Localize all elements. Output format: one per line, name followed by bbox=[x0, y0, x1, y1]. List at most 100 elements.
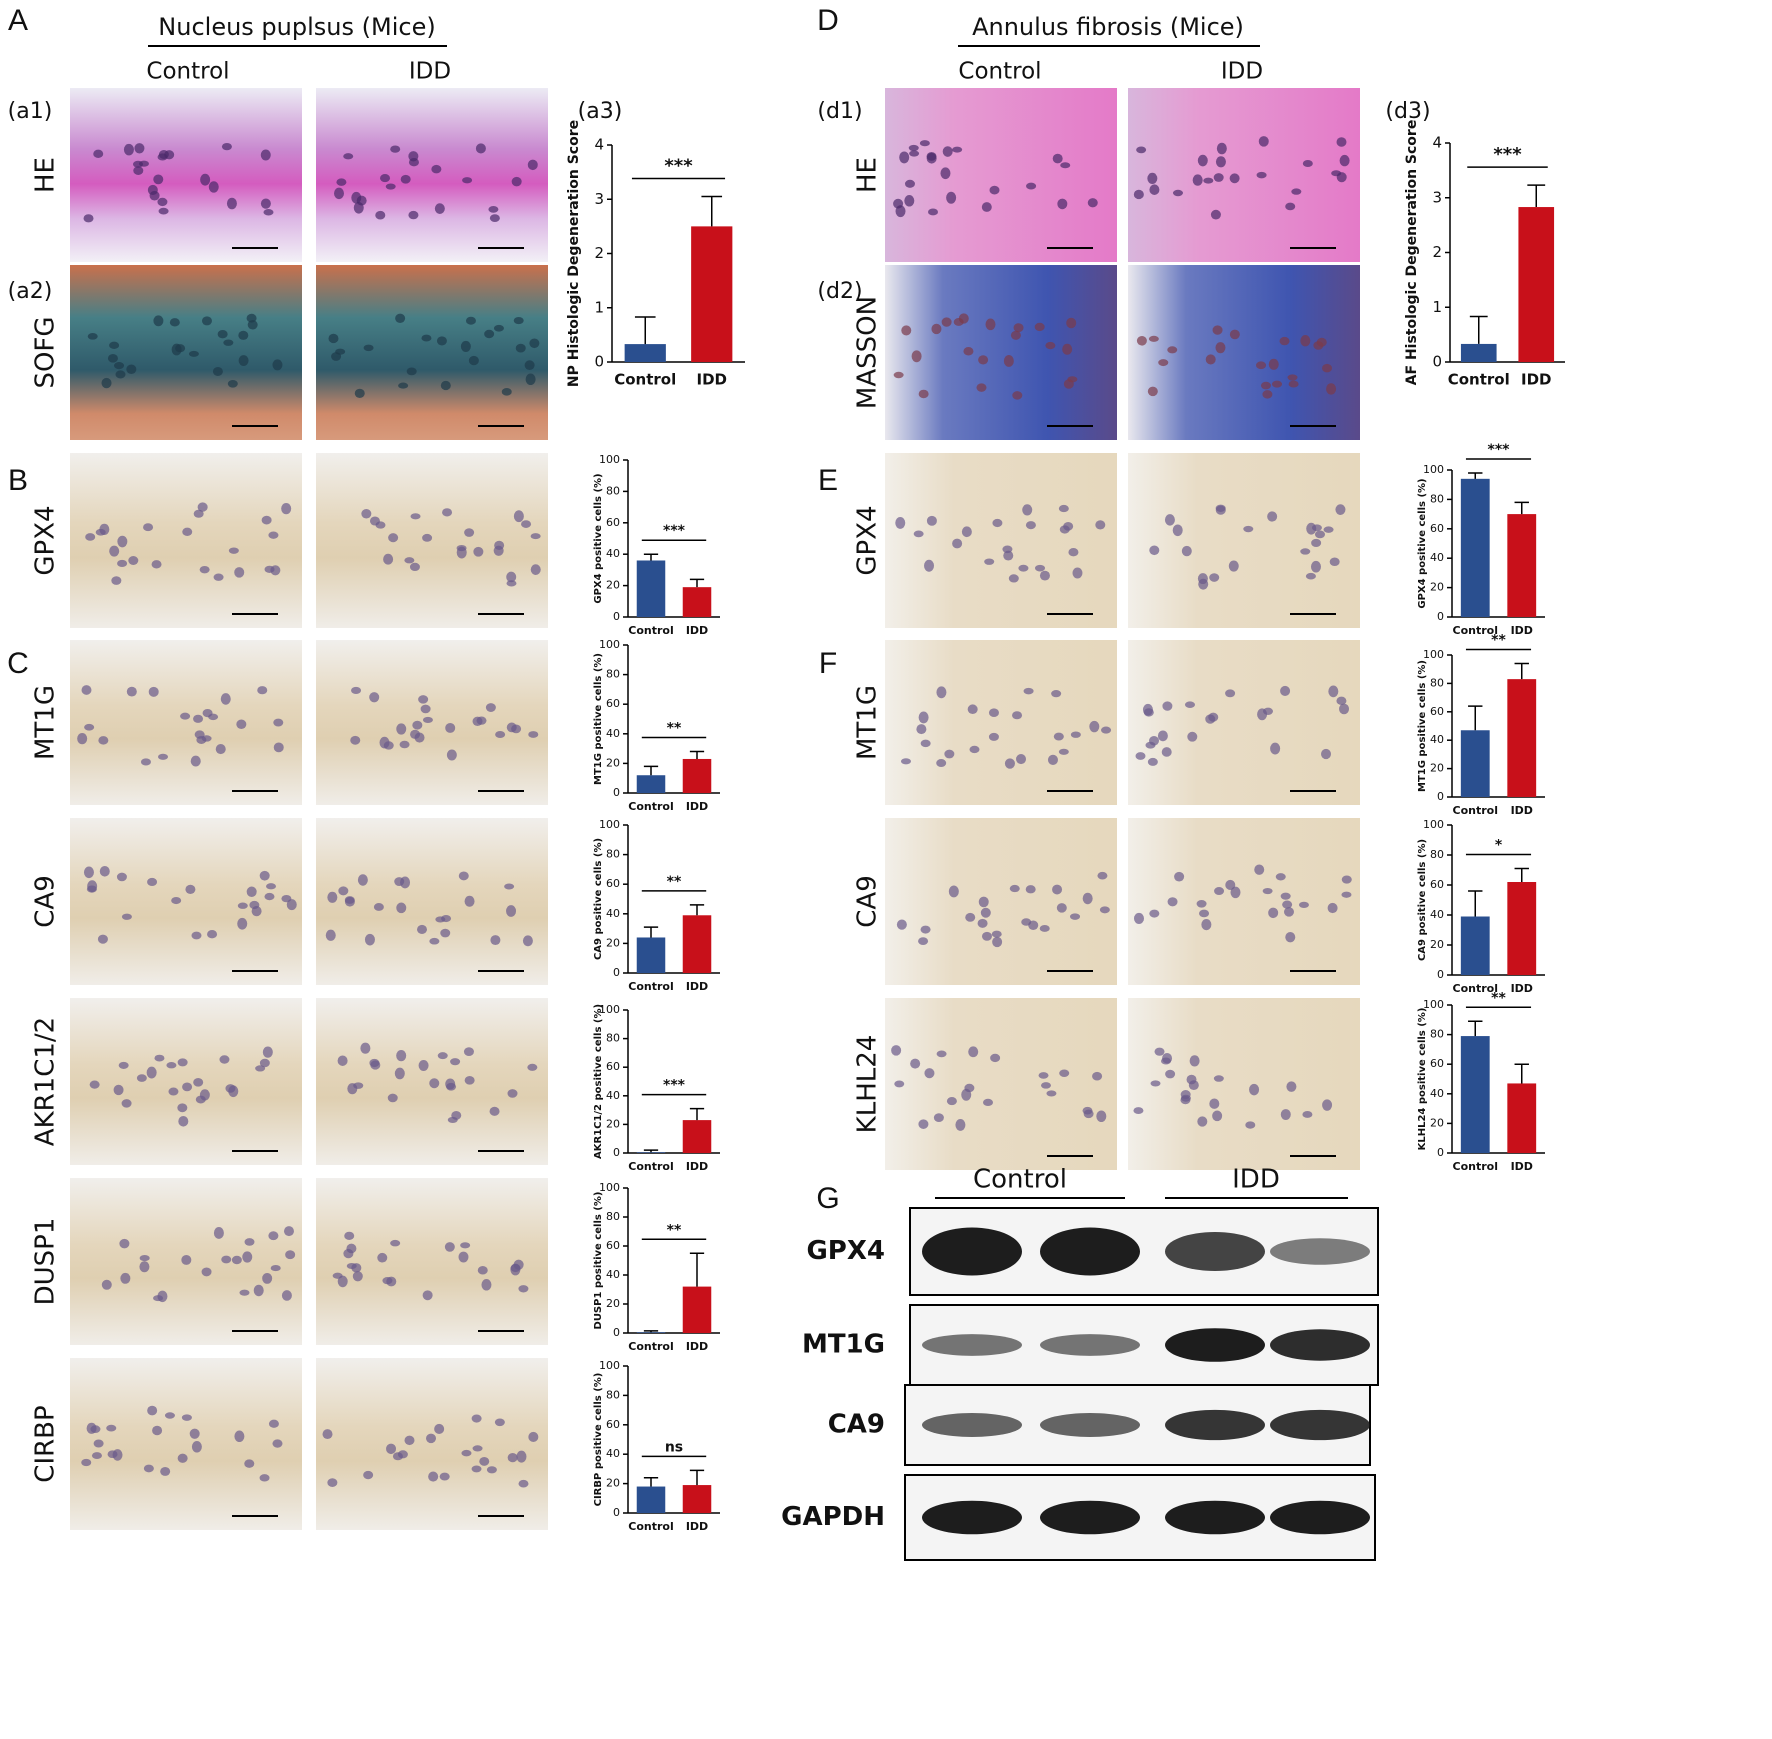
cell-nucleus bbox=[893, 371, 904, 379]
cell-nucleus bbox=[253, 1284, 264, 1297]
y-tick-label: 0 bbox=[1437, 790, 1444, 803]
y-tick-label: 100 bbox=[599, 1359, 620, 1372]
cell-nucleus bbox=[1189, 1055, 1200, 1067]
cell-nucleus bbox=[434, 1423, 445, 1435]
cell-nucleus bbox=[961, 1088, 972, 1101]
bar bbox=[682, 587, 712, 617]
error-bar bbox=[689, 1469, 705, 1486]
cell-nucleus bbox=[428, 1471, 439, 1482]
blot-label: CA9 bbox=[828, 1410, 885, 1440]
cell-nucleus bbox=[1267, 511, 1278, 522]
cell-nucleus bbox=[980, 907, 991, 918]
cell-nucleus bbox=[236, 719, 247, 730]
cell-nucleus bbox=[1133, 1107, 1144, 1114]
cell-nucleus bbox=[530, 564, 541, 575]
cell-nucleus bbox=[952, 538, 963, 549]
cell-nucleus bbox=[231, 1255, 242, 1265]
significance-label: ** bbox=[1491, 990, 1506, 1006]
cell-nucleus bbox=[373, 903, 384, 911]
cell-nucleus bbox=[953, 318, 964, 326]
cell-nucleus bbox=[1230, 886, 1241, 899]
micrograph bbox=[1128, 88, 1360, 262]
cell-nucleus bbox=[501, 388, 512, 396]
cell-nucleus bbox=[493, 324, 504, 332]
y-axis-label: CA9 positive cells (%) bbox=[1417, 839, 1428, 961]
cell-nucleus bbox=[1165, 1069, 1176, 1079]
cell-nucleus bbox=[1184, 701, 1195, 709]
cell-nucleus bbox=[481, 1279, 492, 1291]
cell-nucleus bbox=[208, 181, 219, 193]
y-tick-label: 40 bbox=[606, 907, 620, 920]
cell-nucleus bbox=[456, 545, 467, 552]
cell-nucleus bbox=[511, 724, 522, 734]
cell-nucleus bbox=[1201, 919, 1212, 931]
cell-nucleus bbox=[488, 205, 499, 213]
cell-nucleus bbox=[1254, 864, 1265, 875]
cell-nucleus bbox=[322, 1429, 333, 1440]
cell-nucleus bbox=[440, 380, 451, 391]
cell-nucleus bbox=[418, 695, 429, 704]
cell-nucleus bbox=[1167, 346, 1178, 354]
cell-nucleus bbox=[1306, 522, 1317, 535]
cell-nucleus bbox=[891, 1045, 902, 1056]
cell-nucleus bbox=[1172, 189, 1183, 197]
error-bar bbox=[1468, 1020, 1483, 1037]
cell-nucleus bbox=[369, 692, 380, 703]
cell-nucleus bbox=[1133, 912, 1144, 925]
cell-nucleus bbox=[1136, 336, 1147, 346]
cell-nucleus bbox=[154, 1054, 165, 1062]
cell-nucleus bbox=[101, 377, 112, 389]
cell-nucleus bbox=[81, 1458, 92, 1467]
cell-nucleus bbox=[920, 739, 931, 748]
cell-nucleus bbox=[1149, 545, 1160, 556]
cell-nucleus bbox=[1285, 932, 1296, 943]
cell-nucleus bbox=[121, 913, 132, 920]
cell-nucleus bbox=[1150, 1080, 1161, 1087]
micrograph bbox=[316, 1178, 548, 1345]
cell-nucleus bbox=[1262, 707, 1273, 715]
error-bar bbox=[689, 1107, 705, 1121]
cell-nucleus bbox=[262, 1272, 273, 1284]
cell-nucleus bbox=[177, 1103, 188, 1113]
cell-nucleus bbox=[1038, 1072, 1049, 1079]
blot-band bbox=[1270, 1409, 1370, 1441]
cell-nucleus bbox=[396, 723, 407, 735]
bar bbox=[1460, 1036, 1490, 1153]
cell-nucleus bbox=[1212, 1110, 1223, 1122]
y-axis-label: AF Histologic Degeneration Score bbox=[1404, 120, 1420, 386]
y-tick-label: 100 bbox=[599, 453, 620, 466]
cell-nucleus bbox=[107, 354, 118, 363]
cell-nucleus bbox=[931, 323, 942, 335]
cell-nucleus bbox=[1135, 752, 1146, 760]
y-tick-label: 60 bbox=[606, 1239, 620, 1252]
cell-nucleus bbox=[484, 329, 495, 339]
cell-nucleus bbox=[920, 925, 931, 934]
cell-nucleus bbox=[510, 1263, 521, 1276]
y-tick-label: 60 bbox=[1430, 522, 1444, 535]
cell-nucleus bbox=[1133, 189, 1144, 200]
y-tick-label: 80 bbox=[606, 1210, 620, 1223]
cell-nucleus bbox=[270, 1264, 281, 1272]
cell-nucleus bbox=[273, 718, 284, 727]
cell-nucleus bbox=[182, 527, 193, 537]
cell-nucleus bbox=[1311, 538, 1322, 548]
y-tick-label: 0 bbox=[613, 1506, 620, 1519]
y-tick-label: 100 bbox=[599, 638, 620, 651]
micrograph bbox=[70, 1358, 302, 1530]
cell-nucleus bbox=[380, 174, 391, 183]
cell-nucleus bbox=[913, 530, 924, 538]
cell-nucleus bbox=[119, 1238, 130, 1249]
cell-nucleus bbox=[1215, 505, 1226, 515]
panel-tag: (d2) bbox=[817, 279, 862, 304]
panel-tag: (a3) bbox=[578, 99, 623, 124]
cell-nucleus bbox=[1286, 1081, 1297, 1092]
error-bar bbox=[1514, 501, 1529, 515]
cell-nucleus bbox=[357, 874, 368, 886]
y-tick-label: 3 bbox=[1432, 188, 1442, 206]
blot-band bbox=[922, 1500, 1022, 1535]
cell-nucleus bbox=[257, 686, 268, 695]
cell-nucleus bbox=[1260, 381, 1271, 390]
y-tick-label: 20 bbox=[606, 936, 620, 949]
cell-nucleus bbox=[383, 741, 394, 750]
cell-nucleus bbox=[1328, 685, 1339, 698]
